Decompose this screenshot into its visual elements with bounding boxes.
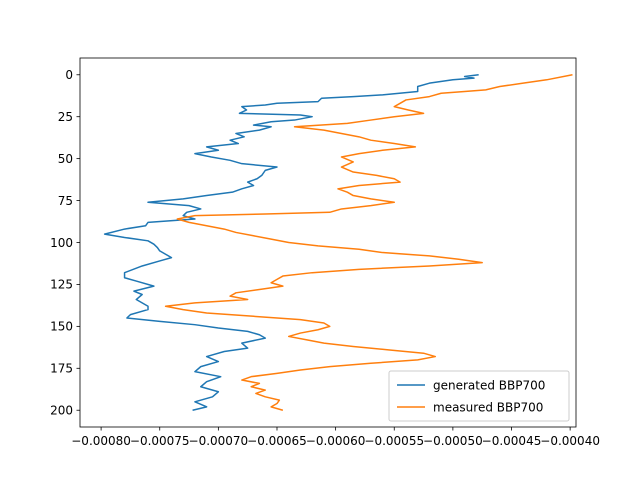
x-tick-label: −0.00065 [247,434,307,448]
y-tick-label: 25 [58,110,73,124]
legend: generated BBP700 measured BBP700 [388,370,570,422]
plot-area [80,58,576,427]
x-tick-label: −0.00060 [306,434,366,448]
legend-label: generated BBP700 [433,378,545,392]
y-tick-label: 75 [58,194,73,208]
legend-label: measured BBP700 [433,400,543,414]
y-tick-label: 50 [58,152,73,166]
x-tick-label: −0.00080 [71,434,131,448]
x-tick-label: −0.00040 [540,434,600,448]
y-tick-label: 175 [50,362,73,376]
x-tick-label: −0.00075 [130,434,190,448]
y-tick-label: 200 [50,404,73,418]
x-tick-label: −0.00050 [423,434,483,448]
y-tick-label: 100 [50,236,73,250]
x-tick-label: −0.00070 [189,434,249,448]
x-tick-label: −0.00045 [482,434,542,448]
y-axis: 0 25 50 75 100 125 150 175 200 [50,68,80,418]
y-tick-label: 0 [65,68,73,82]
x-axis: −0.00080−0.00075−0.00070−0.00065−0.00060… [71,427,600,448]
legend-box [388,370,570,422]
series-line-generated [103,74,479,411]
series-line-measured [164,74,573,411]
y-tick-label: 150 [50,320,73,334]
y-tick-label: 125 [50,278,73,292]
x-tick-label: −0.00055 [364,434,424,448]
